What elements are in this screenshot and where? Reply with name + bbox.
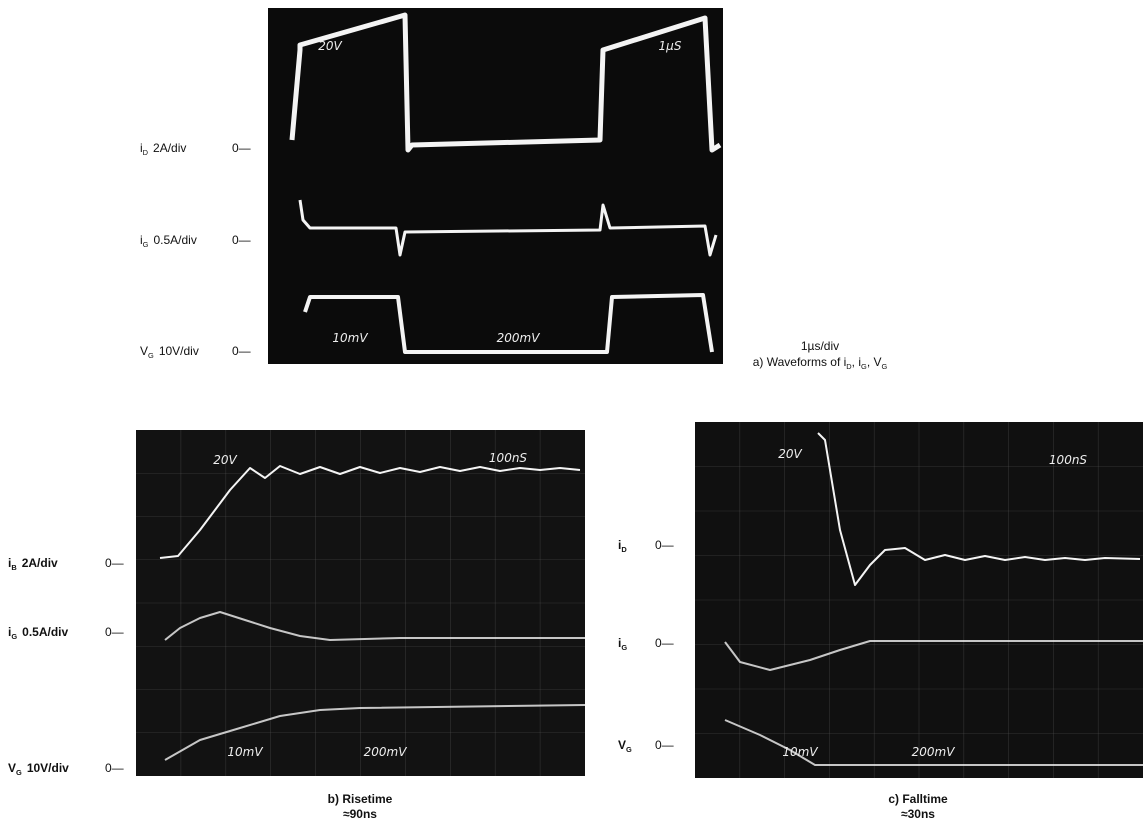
- waveform: [164, 611, 585, 641]
- text: V: [140, 344, 148, 358]
- label: VG 10V/div: [8, 761, 69, 777]
- screen-annotation: 20V: [318, 39, 342, 53]
- waveform: [289, 12, 722, 153]
- zero-marker: 0—: [655, 538, 674, 552]
- subscript: G: [881, 362, 887, 371]
- subscript: D: [143, 148, 149, 157]
- zero-marker: 0—: [232, 344, 251, 358]
- caption: 1µs/div: [801, 339, 839, 353]
- label: iG 0.5A/div: [8, 625, 68, 641]
- text: 2A/div: [22, 556, 58, 570]
- waveform: [303, 293, 714, 354]
- label: VG: [618, 738, 632, 754]
- text: i: [618, 538, 621, 552]
- subscript: G: [16, 768, 22, 777]
- text: V: [8, 761, 16, 775]
- label: a) Waveforms of iD, iG, VG: [753, 355, 888, 371]
- screen-annotation: 10mV: [227, 745, 263, 759]
- screen-annotation: 100nS: [1049, 453, 1088, 467]
- label: iB 2A/div: [8, 556, 58, 572]
- text: 2A/div: [153, 141, 186, 155]
- text: a) Waveforms of i: [753, 355, 847, 369]
- caption: c) Falltime: [888, 792, 948, 806]
- subscript: G: [621, 643, 627, 652]
- zero-marker: 0—: [105, 761, 124, 775]
- caption: b) Risetime: [328, 792, 393, 806]
- text: ≈90ns: [343, 807, 377, 821]
- subscript: D: [846, 362, 852, 371]
- zero-marker: 0—: [105, 625, 124, 639]
- waveform: [159, 465, 581, 559]
- subscript: D: [621, 545, 627, 554]
- screen-annotation: 100nS: [489, 451, 528, 465]
- zero-marker: 0—: [232, 141, 251, 155]
- text: , V: [867, 355, 882, 369]
- screen-annotation: 10mV: [332, 331, 368, 345]
- text: 0.5A/div: [153, 233, 196, 247]
- text: V: [618, 738, 626, 752]
- screen-annotation: 1µS: [659, 39, 682, 53]
- label: ≈30ns: [901, 807, 935, 821]
- text: i: [8, 625, 11, 639]
- screen-annotation: 20V: [213, 453, 237, 467]
- subscript: G: [148, 351, 154, 360]
- screen-annotation: 10mV: [782, 745, 818, 759]
- zero-marker: 0—: [105, 556, 124, 570]
- waveform: [164, 704, 586, 761]
- waveform: [724, 719, 1143, 766]
- label: iD: [618, 538, 627, 554]
- text: i: [140, 233, 143, 247]
- zero-marker: 0—: [655, 636, 674, 650]
- scope-screen-a: [268, 8, 723, 364]
- text: i: [140, 141, 143, 155]
- screen-annotation: 200mV: [912, 745, 956, 759]
- label: ≈90ns: [343, 807, 377, 821]
- text: 10V/div: [159, 344, 199, 358]
- subscript: B: [11, 563, 17, 572]
- waveform: [724, 640, 1143, 671]
- subscript: G: [626, 745, 632, 754]
- text: 10V/div: [27, 761, 69, 775]
- subscript: G: [11, 632, 17, 641]
- text: i: [8, 556, 11, 570]
- waveform: [817, 432, 1141, 586]
- screen-annotation: 200mV: [364, 745, 408, 759]
- waveforms: [159, 12, 1143, 766]
- label: iD 2A/div: [140, 141, 186, 157]
- label: VG 10V/div: [140, 344, 199, 360]
- text: 0.5A/div: [22, 625, 68, 639]
- screen-annotation: 200mV: [497, 331, 541, 345]
- waveform: [298, 199, 718, 257]
- zero-marker: 0—: [655, 738, 674, 752]
- label: iG: [618, 636, 627, 652]
- text: i: [618, 636, 621, 650]
- text: , i: [852, 355, 861, 369]
- subscript: G: [143, 240, 149, 249]
- text: ≈30ns: [901, 807, 935, 821]
- zero-marker: 0—: [232, 233, 251, 247]
- subscript: G: [861, 362, 867, 371]
- screen-annotation: 20V: [778, 447, 802, 461]
- label: iG 0.5A/div: [140, 233, 197, 249]
